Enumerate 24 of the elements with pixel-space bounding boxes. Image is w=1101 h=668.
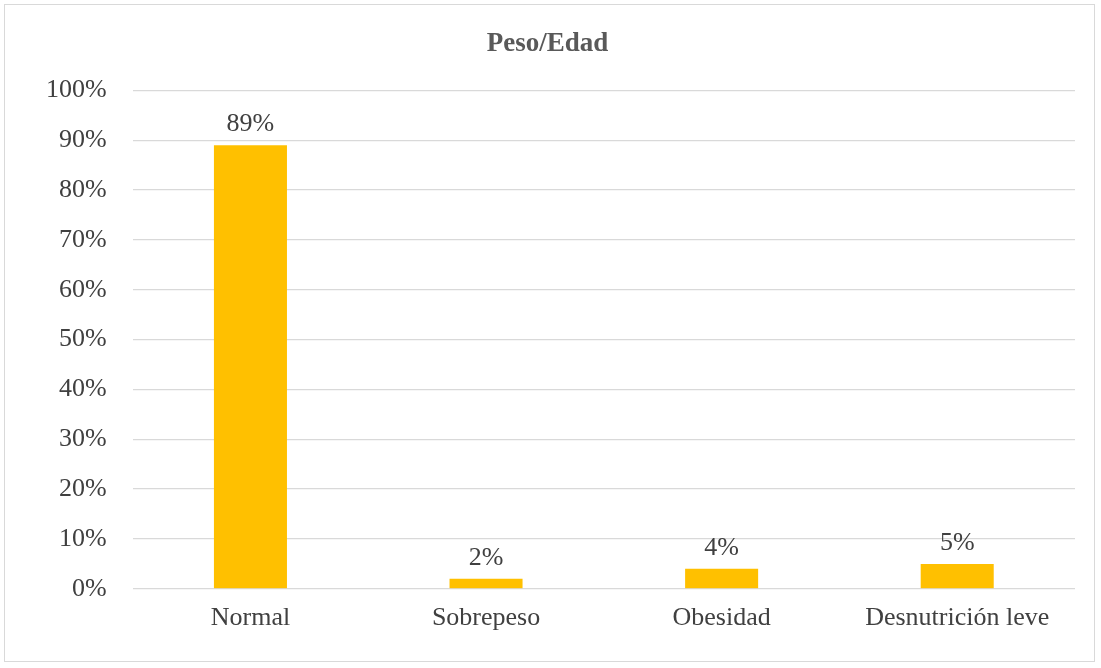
data-label: 2% <box>468 541 504 571</box>
bar <box>449 578 523 589</box>
x-tick-label: Sobrepeso <box>431 602 541 632</box>
y-tick-label: 80% <box>58 173 107 203</box>
bar <box>213 145 287 589</box>
y-tick-label: 40% <box>58 373 107 403</box>
y-tick-label: 30% <box>58 423 107 453</box>
bar <box>685 568 759 589</box>
data-label: 5% <box>939 526 975 556</box>
y-tick-label: 50% <box>58 323 107 353</box>
data-label: 4% <box>704 531 739 561</box>
y-tick-label: 70% <box>58 223 107 253</box>
x-tick-label: Obesidad <box>672 602 771 632</box>
y-tick-label: 60% <box>58 273 107 303</box>
y-tick-label: 20% <box>58 472 107 502</box>
bar <box>920 563 994 589</box>
x-tick-label: Normal <box>210 602 291 632</box>
data-label: 89% <box>226 108 275 138</box>
y-tick-label: 0% <box>71 572 107 602</box>
y-tick-label: 10% <box>58 522 107 552</box>
chart-title: Peso/Edad <box>486 27 609 58</box>
y-tick-label: 100% <box>45 74 107 104</box>
x-tick-label: Desnutrición leve <box>865 602 1050 632</box>
y-tick-label: 90% <box>58 124 107 154</box>
